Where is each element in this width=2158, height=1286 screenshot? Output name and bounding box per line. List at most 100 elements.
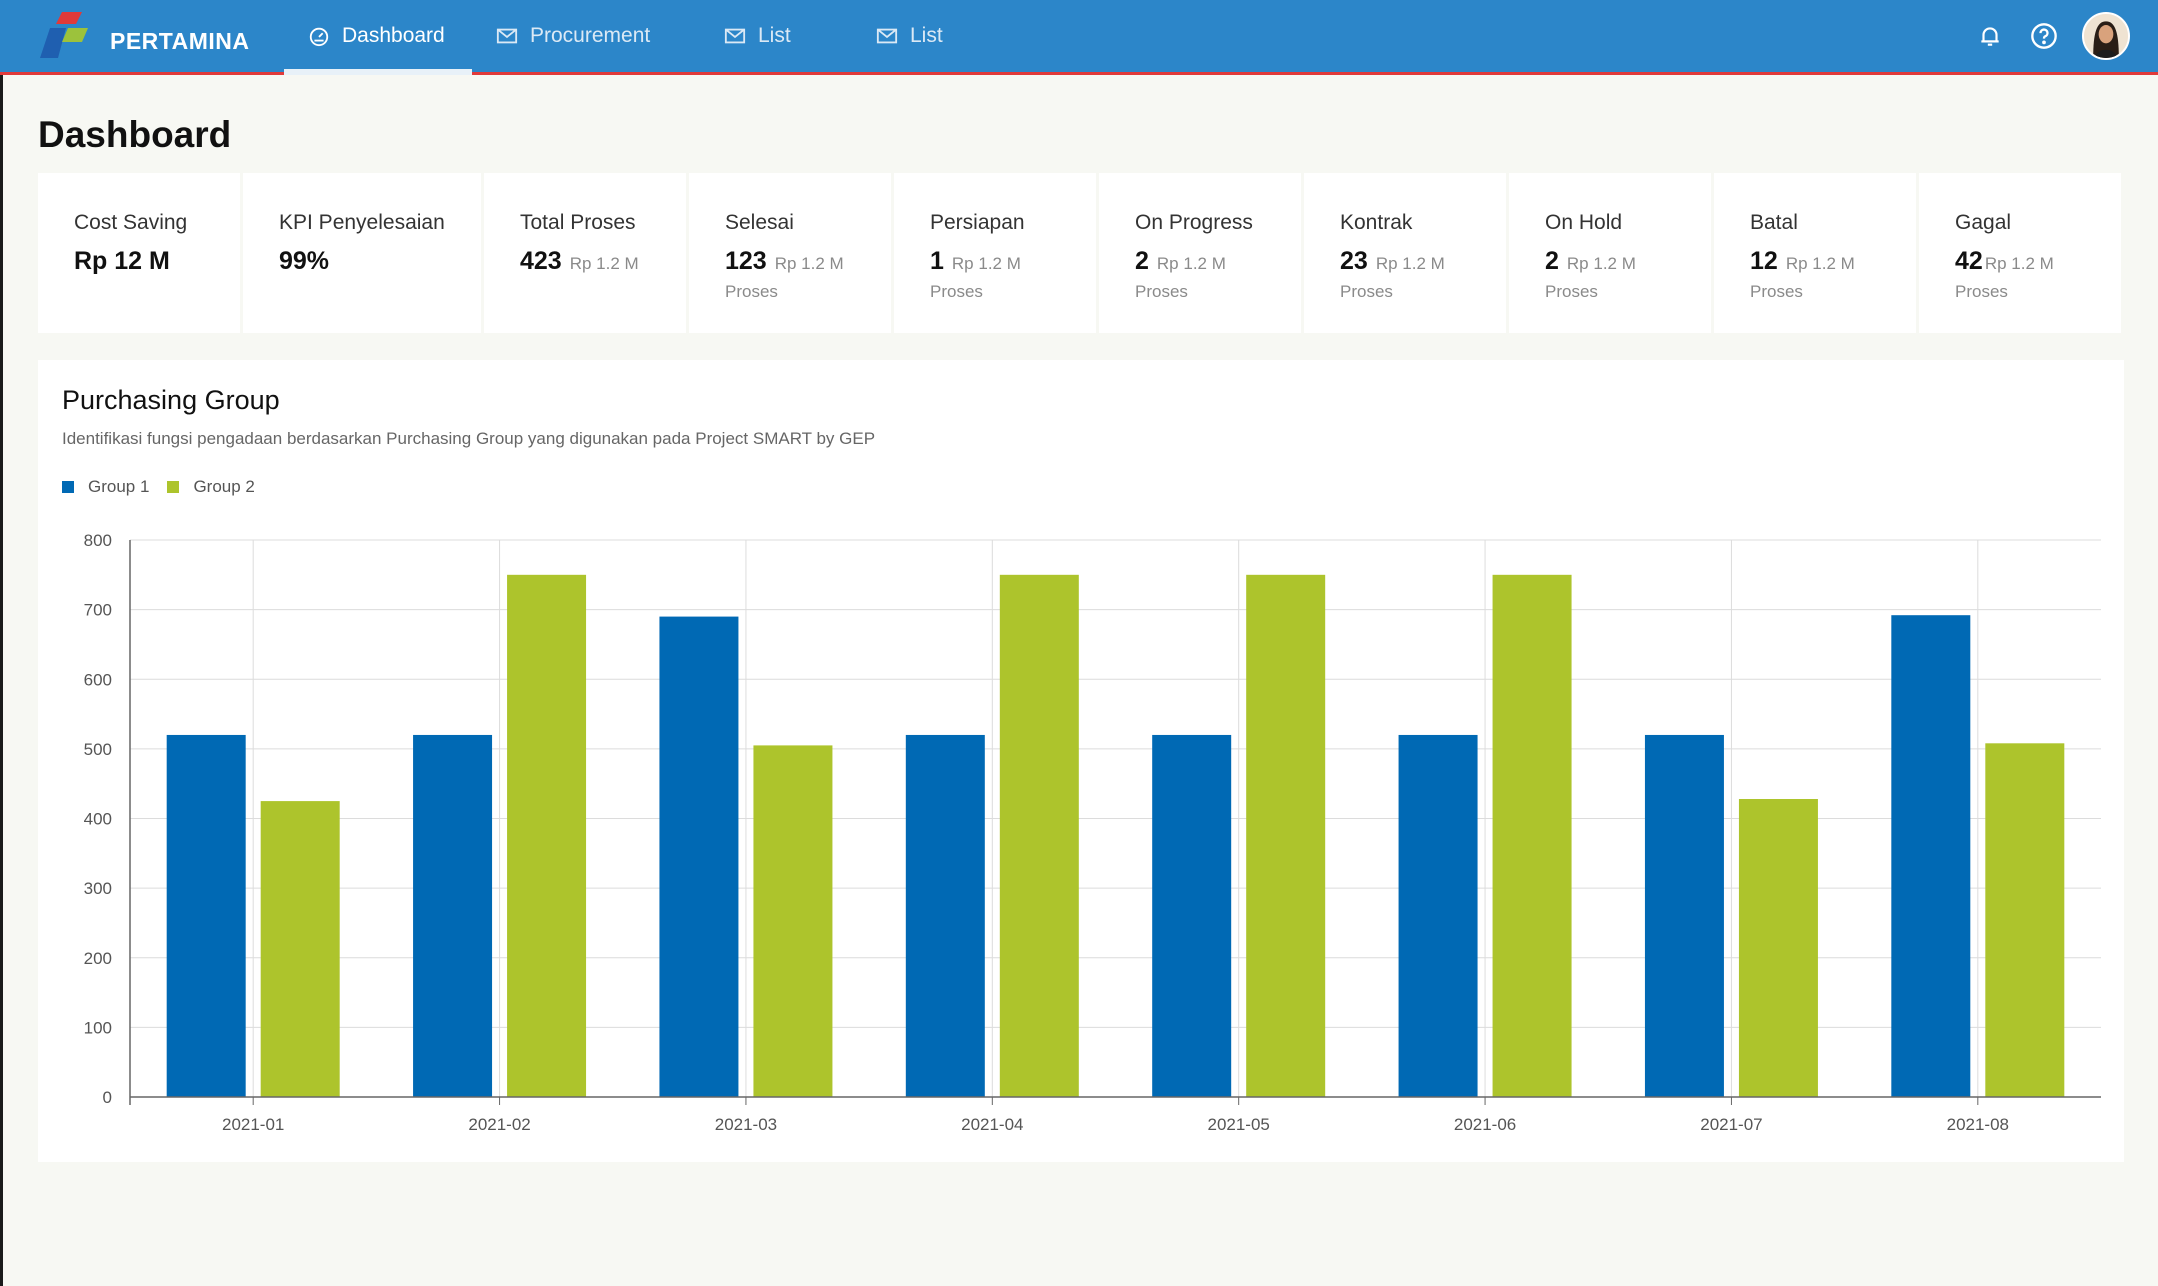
panel-title: Purchasing Group [62,385,280,415]
kpi-amount: Rp 1.2 M [1156,254,1226,273]
mail-icon [496,28,518,44]
y-tick-label: 0 [103,1088,112,1107]
kpi-card-batal[interactable]: Batal 12 Rp 1.2 M Proses [1714,173,1916,333]
kpi-label: Gagal [1955,211,2012,234]
page-title: Dashboard [38,114,232,155]
kpi-card-gagal[interactable]: Gagal 42 Rp 1.2 M Proses [1919,173,2121,333]
kpi-value: 2 [1545,247,1559,275]
legend-label: Group 1 [88,477,150,496]
kpi-label: KPI Penyelesaian [279,211,445,234]
top-navigation-bar: PERTAMINA Dashboard Procurement List Lis… [0,0,2158,75]
nav-list-2[interactable]: List [852,0,1004,72]
kpi-sub: Proses [725,282,778,301]
legend-item-group-1[interactable]: Group 1 [62,477,149,497]
nav-dashboard[interactable]: Dashboard [284,0,472,75]
kpi-label: Selesai [725,211,794,234]
kpi-sub: Proses [1750,282,1803,301]
kpi-value: Rp 12 M [74,247,170,275]
user-avatar[interactable] [2082,12,2130,60]
y-tick-label: 700 [84,601,112,620]
kpi-value: 1 [930,247,944,275]
kpi-value: 423 [520,247,562,275]
kpi-value: 2 [1135,247,1149,275]
kpi-card-selesai[interactable]: Selesai 123 Rp 1.2 M Proses [689,173,891,333]
kpi-value: 42 [1955,247,1983,275]
header-actions [1952,10,2130,62]
bar-group-2-2021-04 [999,574,1079,1097]
chart-legend: Group 1 Group 2 [62,477,273,497]
bar-group-1-2021-04 [905,734,985,1097]
kpi-value: 99% [279,247,330,275]
legend-item-group-2[interactable]: Group 2 [167,477,255,497]
x-tick-label: 2021-04 [961,1115,1023,1134]
bar-group-1-2021-05 [1152,734,1232,1097]
bar-group-1-2021-03 [659,616,739,1097]
bar-group-2-2021-03 [753,745,833,1097]
kpi-card-persiapan[interactable]: Persiapan 1 Rp 1.2 M Proses [894,173,1096,333]
bar-group-2-2021-02 [507,574,587,1097]
bell-icon [1981,27,1999,46]
kpi-card-on-hold[interactable]: On Hold 2 Rp 1.2 M Proses [1509,173,1711,333]
y-tick-label: 800 [84,531,112,550]
mail-icon [876,28,898,44]
y-tick-label: 500 [84,740,112,759]
kpi-sub: Proses [1135,282,1188,301]
panel-subtitle: Identifikasi fungsi pengadaan berdasarka… [62,429,876,448]
x-tick-label: 2021-08 [1947,1115,2009,1134]
x-tick-label: 2021-02 [468,1115,530,1134]
legend-swatch [62,481,74,493]
brand-logo[interactable]: PERTAMINA [36,8,250,66]
y-tick-label: 300 [84,879,112,898]
legend-label: Group 2 [193,477,255,496]
kpi-label: Batal [1750,211,1798,234]
kpi-value: 12 [1750,247,1778,275]
nav-dashboard-label: Dashboard [342,24,445,47]
y-tick-label: 200 [84,949,112,968]
y-tick-label: 400 [84,810,112,829]
bar-group-2-2021-05 [1246,574,1326,1097]
x-tick-label: 2021-01 [222,1115,284,1134]
kpi-amount: Rp 1.2 M [1566,254,1636,273]
dashboard-icon [309,27,329,47]
kpi-card-total-proses[interactable]: Total Proses 423 Rp 1.2 M [484,173,686,333]
avatar-image-icon [2084,14,2128,58]
nav-procurement-label: Procurement [530,24,651,47]
x-tick-label: 2021-07 [1700,1115,1762,1134]
kpi-card-on-progress[interactable]: On Progress 2 Rp 1.2 M Proses [1099,173,1301,333]
nav-list-1[interactable]: List [700,0,852,72]
nav-procurement[interactable]: Procurement [472,0,700,72]
kpi-amount: Rp 1.2 M [774,254,844,273]
kpi-label: Cost Saving [74,211,188,234]
kpi-value: 123 [725,247,767,275]
kpi-card-kpi-penyelesaian[interactable]: KPI Penyelesaian 99% [243,173,481,333]
bar-group-2-2021-06 [1492,574,1572,1097]
nav-list-2-label: List [910,24,943,47]
kpi-amount: Rp 1.2 M [1375,254,1445,273]
y-tick-label: 600 [84,670,112,689]
mail-icon [724,28,746,44]
nav-list-1-label: List [758,24,791,47]
x-tick-label: 2021-06 [1454,1115,1516,1134]
x-tick-label: 2021-05 [1207,1115,1269,1134]
help-icon [2031,23,2057,49]
kpi-label: On Progress [1135,211,1253,234]
bar-group-2-2021-01 [260,801,340,1097]
bar-group-1-2021-07 [1644,734,1724,1097]
kpi-sub: Proses [1545,282,1598,301]
help-button[interactable] [2028,20,2060,52]
kpi-amount: Rp 1.2 M [951,254,1021,273]
bar-group-1-2021-08 [1891,615,1971,1097]
y-tick-label: 100 [84,1018,112,1037]
kpi-label: On Hold [1545,211,1623,234]
purchasing-group-panel: Purchasing Group Identifikasi fungsi pen… [38,360,2124,1162]
kpi-card-kontrak[interactable]: Kontrak 23 Rp 1.2 M Proses [1304,173,1506,333]
bar-group-1-2021-02 [413,734,493,1097]
kpi-amount: Rp 1.2 M [569,254,639,273]
kpi-card-cost-saving[interactable]: Cost Saving Rp 12 M [38,173,240,333]
notification-button[interactable] [1974,20,2006,52]
main-nav: Dashboard Procurement List List [284,0,1004,75]
pertamina-logo-icon [40,12,88,58]
bar-group-1-2021-01 [166,734,246,1097]
kpi-sub: Proses [1955,282,2008,301]
bar-group-1-2021-06 [1398,734,1478,1097]
